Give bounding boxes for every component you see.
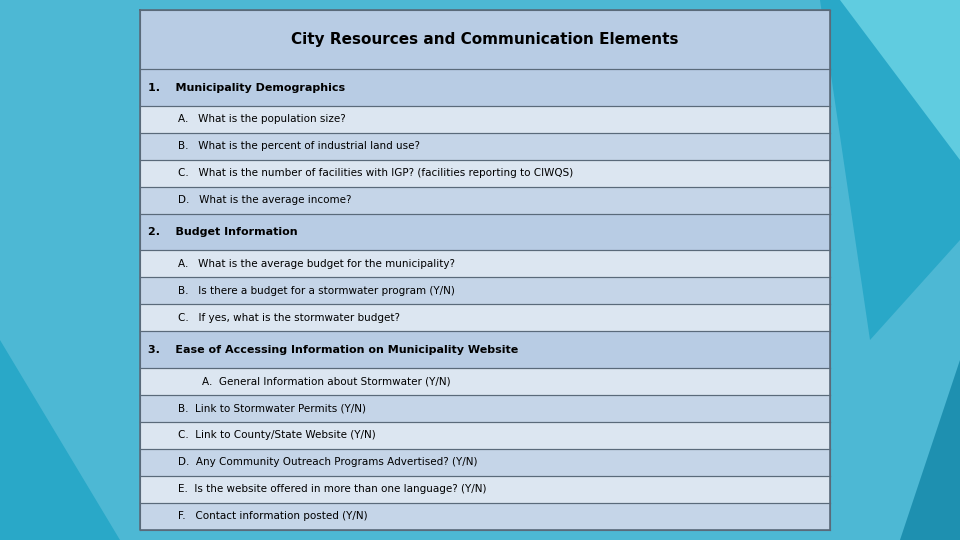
- Text: C.   If yes, what is the stormwater budget?: C. If yes, what is the stormwater budget…: [178, 313, 400, 323]
- Bar: [140, 422, 830, 449]
- Text: E.  Is the website offered in more than one language? (Y/N): E. Is the website offered in more than o…: [178, 484, 487, 495]
- Text: 2.    Budget Information: 2. Budget Information: [148, 227, 298, 237]
- Bar: [140, 332, 830, 368]
- Text: 3.    Ease of Accessing Information on Municipality Website: 3. Ease of Accessing Information on Muni…: [148, 345, 518, 355]
- Bar: [140, 106, 830, 133]
- Text: C.   What is the number of facilities with IGP? (facilities reporting to CIWQS): C. What is the number of facilities with…: [178, 168, 573, 178]
- Text: D.   What is the average income?: D. What is the average income?: [178, 195, 351, 205]
- Bar: [140, 10, 830, 70]
- Bar: [140, 368, 830, 395]
- Text: A.  General Information about Stormwater (Y/N): A. General Information about Stormwater …: [203, 376, 451, 387]
- Text: 1.    Municipality Demographics: 1. Municipality Demographics: [148, 83, 346, 93]
- Text: B.   Is there a budget for a stormwater program (Y/N): B. Is there a budget for a stormwater pr…: [178, 286, 455, 296]
- Polygon shape: [820, 0, 960, 340]
- Text: B.   What is the percent of industrial land use?: B. What is the percent of industrial lan…: [178, 141, 420, 151]
- Text: F.   Contact information posted (Y/N): F. Contact information posted (Y/N): [178, 511, 368, 522]
- Text: A.   What is the average budget for the municipality?: A. What is the average budget for the mu…: [178, 259, 455, 269]
- Bar: [140, 187, 830, 214]
- Polygon shape: [900, 360, 960, 540]
- Bar: [140, 476, 830, 503]
- Text: City Resources and Communication Elements: City Resources and Communication Element…: [291, 32, 679, 47]
- Text: C.  Link to County/State Website (Y/N): C. Link to County/State Website (Y/N): [178, 430, 375, 441]
- Bar: [140, 214, 830, 251]
- Polygon shape: [0, 340, 120, 540]
- Text: D.  Any Community Outreach Programs Advertised? (Y/N): D. Any Community Outreach Programs Adver…: [178, 457, 477, 468]
- Bar: [140, 70, 830, 106]
- Text: B.  Link to Stormwater Permits (Y/N): B. Link to Stormwater Permits (Y/N): [178, 403, 366, 414]
- Bar: [140, 305, 830, 332]
- Bar: [140, 278, 830, 305]
- Polygon shape: [840, 0, 960, 160]
- Bar: [140, 251, 830, 278]
- Bar: [140, 503, 830, 530]
- Bar: [140, 133, 830, 160]
- Bar: [140, 395, 830, 422]
- Text: A.   What is the population size?: A. What is the population size?: [178, 114, 346, 124]
- Bar: [140, 449, 830, 476]
- Bar: [140, 160, 830, 187]
